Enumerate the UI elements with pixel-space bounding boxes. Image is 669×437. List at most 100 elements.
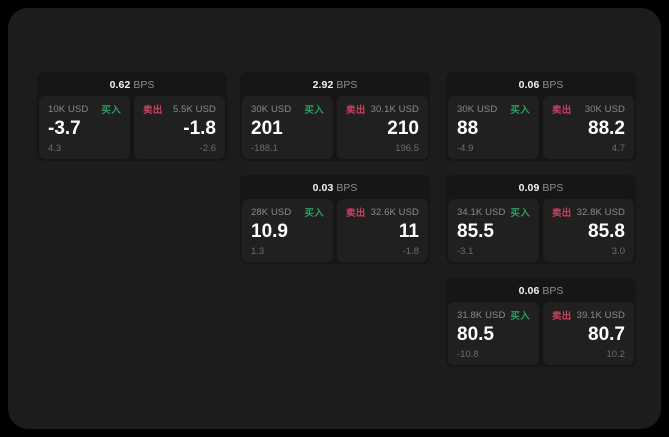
quote-card[interactable]: 0.06 BPS 30K USD 买入 88 -4.9 卖出 xyxy=(446,72,636,161)
bid-size-label: 10K USD xyxy=(48,103,89,115)
ask-size-label: 5.5K USD xyxy=(172,103,216,115)
app-root: 0.62 BPS 10K USD 买入 -3.7 4.3 卖出 xyxy=(8,8,661,429)
bid-panel[interactable]: 31.8K USD 买入 80.5 -10.8 xyxy=(448,302,539,365)
sell-tag: 卖出 xyxy=(552,311,572,322)
ask-panel-header: 卖出 39.1K USD xyxy=(552,309,625,323)
ask-size-label: 39.1K USD xyxy=(576,309,625,321)
quote-card[interactable]: 0.62 BPS 10K USD 买入 -3.7 4.3 卖出 xyxy=(37,72,227,161)
card-header: 0.06 BPS xyxy=(446,72,636,96)
quote-column-1: 0.62 BPS 10K USD 买入 -3.7 4.3 卖出 xyxy=(37,72,227,175)
ask-size-label: 30.1K USD xyxy=(370,103,419,115)
quote-card[interactable]: 2.92 BPS 30K USD 买入 201 -188.1 卖出 xyxy=(240,72,430,161)
buy-tag: 买入 xyxy=(510,311,530,322)
quote-board: 0.62 BPS 10K USD 买入 -3.7 4.3 卖出 xyxy=(8,8,661,429)
bid-panel-header: 28K USD 买入 xyxy=(251,206,324,220)
sell-tag: 卖出 xyxy=(143,105,163,116)
ask-panel[interactable]: 卖出 32.6K USD 11 -1.8 xyxy=(337,199,428,262)
ask-size-label: 32.8K USD xyxy=(576,206,625,218)
bid-price: 85.5 xyxy=(457,221,494,242)
sell-tag: 卖出 xyxy=(552,208,572,219)
ask-delta: 196.5 xyxy=(395,143,419,154)
bid-delta: -4.9 xyxy=(457,143,474,154)
buy-tag: 买入 xyxy=(304,208,324,219)
ask-panel[interactable]: 卖出 5.5K USD -1.8 -2.6 xyxy=(134,96,225,159)
ask-panel-header: 卖出 32.8K USD xyxy=(552,206,625,220)
ask-delta: -2.6 xyxy=(199,143,216,154)
ask-panel[interactable]: 卖出 30.1K USD 210 196.5 xyxy=(337,96,428,159)
ask-size-label: 32.6K USD xyxy=(370,206,419,218)
bid-size-label: 30K USD xyxy=(251,103,292,115)
buy-tag: 买入 xyxy=(510,208,530,219)
bid-delta: -3.1 xyxy=(457,246,474,257)
spread-unit: BPS xyxy=(542,182,564,194)
card-body: 31.8K USD 买入 80.5 -10.8 卖出 39.1K USD 80.… xyxy=(446,302,636,367)
ask-price: 85.8 xyxy=(588,221,625,242)
quote-card[interactable]: 0.09 BPS 34.1K USD 买入 85.5 -3.1 卖出 xyxy=(446,175,636,264)
bid-delta: 1.3 xyxy=(251,246,265,257)
bid-price: -3.7 xyxy=(48,118,81,139)
card-header: 0.09 BPS xyxy=(446,175,636,199)
ask-panel[interactable]: 卖出 32.8K USD 85.8 3.0 xyxy=(543,199,634,262)
bid-price: 201 xyxy=(251,118,283,139)
ask-panel[interactable]: 卖出 39.1K USD 80.7 10.2 xyxy=(543,302,634,365)
sell-tag: 卖出 xyxy=(346,105,366,116)
bid-size-label: 30K USD xyxy=(457,103,498,115)
sell-tag: 卖出 xyxy=(552,105,572,116)
ask-delta: 3.0 xyxy=(611,246,625,257)
bid-size-label: 34.1K USD xyxy=(457,206,506,218)
ask-size-label: 30K USD xyxy=(584,103,625,115)
ask-delta: 4.7 xyxy=(611,143,625,154)
ask-price: 80.7 xyxy=(588,324,625,345)
card-header: 2.92 BPS xyxy=(240,72,430,96)
bid-panel[interactable]: 10K USD 买入 -3.7 4.3 xyxy=(39,96,130,159)
spread-value: 2.92 xyxy=(312,79,334,91)
spread-value: 0.09 xyxy=(518,182,540,194)
card-body: 28K USD 买入 10.9 1.3 卖出 32.6K USD 11 -1.8 xyxy=(240,199,430,264)
spread-value: 0.62 xyxy=(109,79,131,91)
bid-price: 10.9 xyxy=(251,221,288,242)
ask-price: 210 xyxy=(387,118,419,139)
spread-unit: BPS xyxy=(336,79,358,91)
buy-tag: 买入 xyxy=(101,105,121,116)
ask-delta: 10.2 xyxy=(606,349,626,360)
card-body: 34.1K USD 买入 85.5 -3.1 卖出 32.8K USD 85.8… xyxy=(446,199,636,264)
bid-panel-header: 31.8K USD 买入 xyxy=(457,309,530,323)
bid-delta: 4.3 xyxy=(48,143,62,154)
bid-panel-header: 30K USD 买入 xyxy=(251,103,324,117)
bid-panel[interactable]: 30K USD 买入 88 -4.9 xyxy=(448,96,539,159)
quote-column-2: 2.92 BPS 30K USD 买入 201 -188.1 卖出 xyxy=(240,72,430,278)
spread-unit: BPS xyxy=(133,79,155,91)
card-body: 30K USD 买入 201 -188.1 卖出 30.1K USD 210 1… xyxy=(240,96,430,161)
quote-card[interactable]: 0.06 BPS 31.8K USD 买入 80.5 -10.8 卖出 xyxy=(446,278,636,367)
buy-tag: 买入 xyxy=(304,105,324,116)
card-body: 10K USD 买入 -3.7 4.3 卖出 5.5K USD -1.8 -2.… xyxy=(37,96,227,161)
spread-unit: BPS xyxy=(542,285,564,297)
quote-card[interactable]: 0.03 BPS 28K USD 买入 10.9 1.3 卖出 xyxy=(240,175,430,264)
spread-unit: BPS xyxy=(336,182,358,194)
bid-panel[interactable]: 34.1K USD 买入 85.5 -3.1 xyxy=(448,199,539,262)
card-header: 0.06 BPS xyxy=(446,278,636,302)
bid-price: 80.5 xyxy=(457,324,494,345)
card-body: 30K USD 买入 88 -4.9 卖出 30K USD 88.2 4.7 xyxy=(446,96,636,161)
bid-size-label: 31.8K USD xyxy=(457,309,506,321)
ask-price: 88.2 xyxy=(588,118,625,139)
sell-tag: 卖出 xyxy=(346,208,366,219)
bid-panel-header: 34.1K USD 买入 xyxy=(457,206,530,220)
bid-panel[interactable]: 28K USD 买入 10.9 1.3 xyxy=(242,199,333,262)
spread-unit: BPS xyxy=(542,79,564,91)
bid-delta: -10.8 xyxy=(457,349,479,360)
bid-panel[interactable]: 30K USD 买入 201 -188.1 xyxy=(242,96,333,159)
bid-delta: -188.1 xyxy=(251,143,278,154)
ask-panel-header: 卖出 30K USD xyxy=(552,103,625,117)
ask-delta: -1.8 xyxy=(402,246,419,257)
ask-panel-header: 卖出 5.5K USD xyxy=(143,103,216,117)
buy-tag: 买入 xyxy=(510,105,530,116)
spread-value: 0.06 xyxy=(518,79,540,91)
ask-price: 11 xyxy=(398,221,419,242)
card-header: 0.62 BPS xyxy=(37,72,227,96)
bid-price: 88 xyxy=(457,118,479,139)
ask-panel-header: 卖出 30.1K USD xyxy=(346,103,419,117)
card-header: 0.03 BPS xyxy=(240,175,430,199)
ask-panel[interactable]: 卖出 30K USD 88.2 4.7 xyxy=(543,96,634,159)
bid-size-label: 28K USD xyxy=(251,206,292,218)
